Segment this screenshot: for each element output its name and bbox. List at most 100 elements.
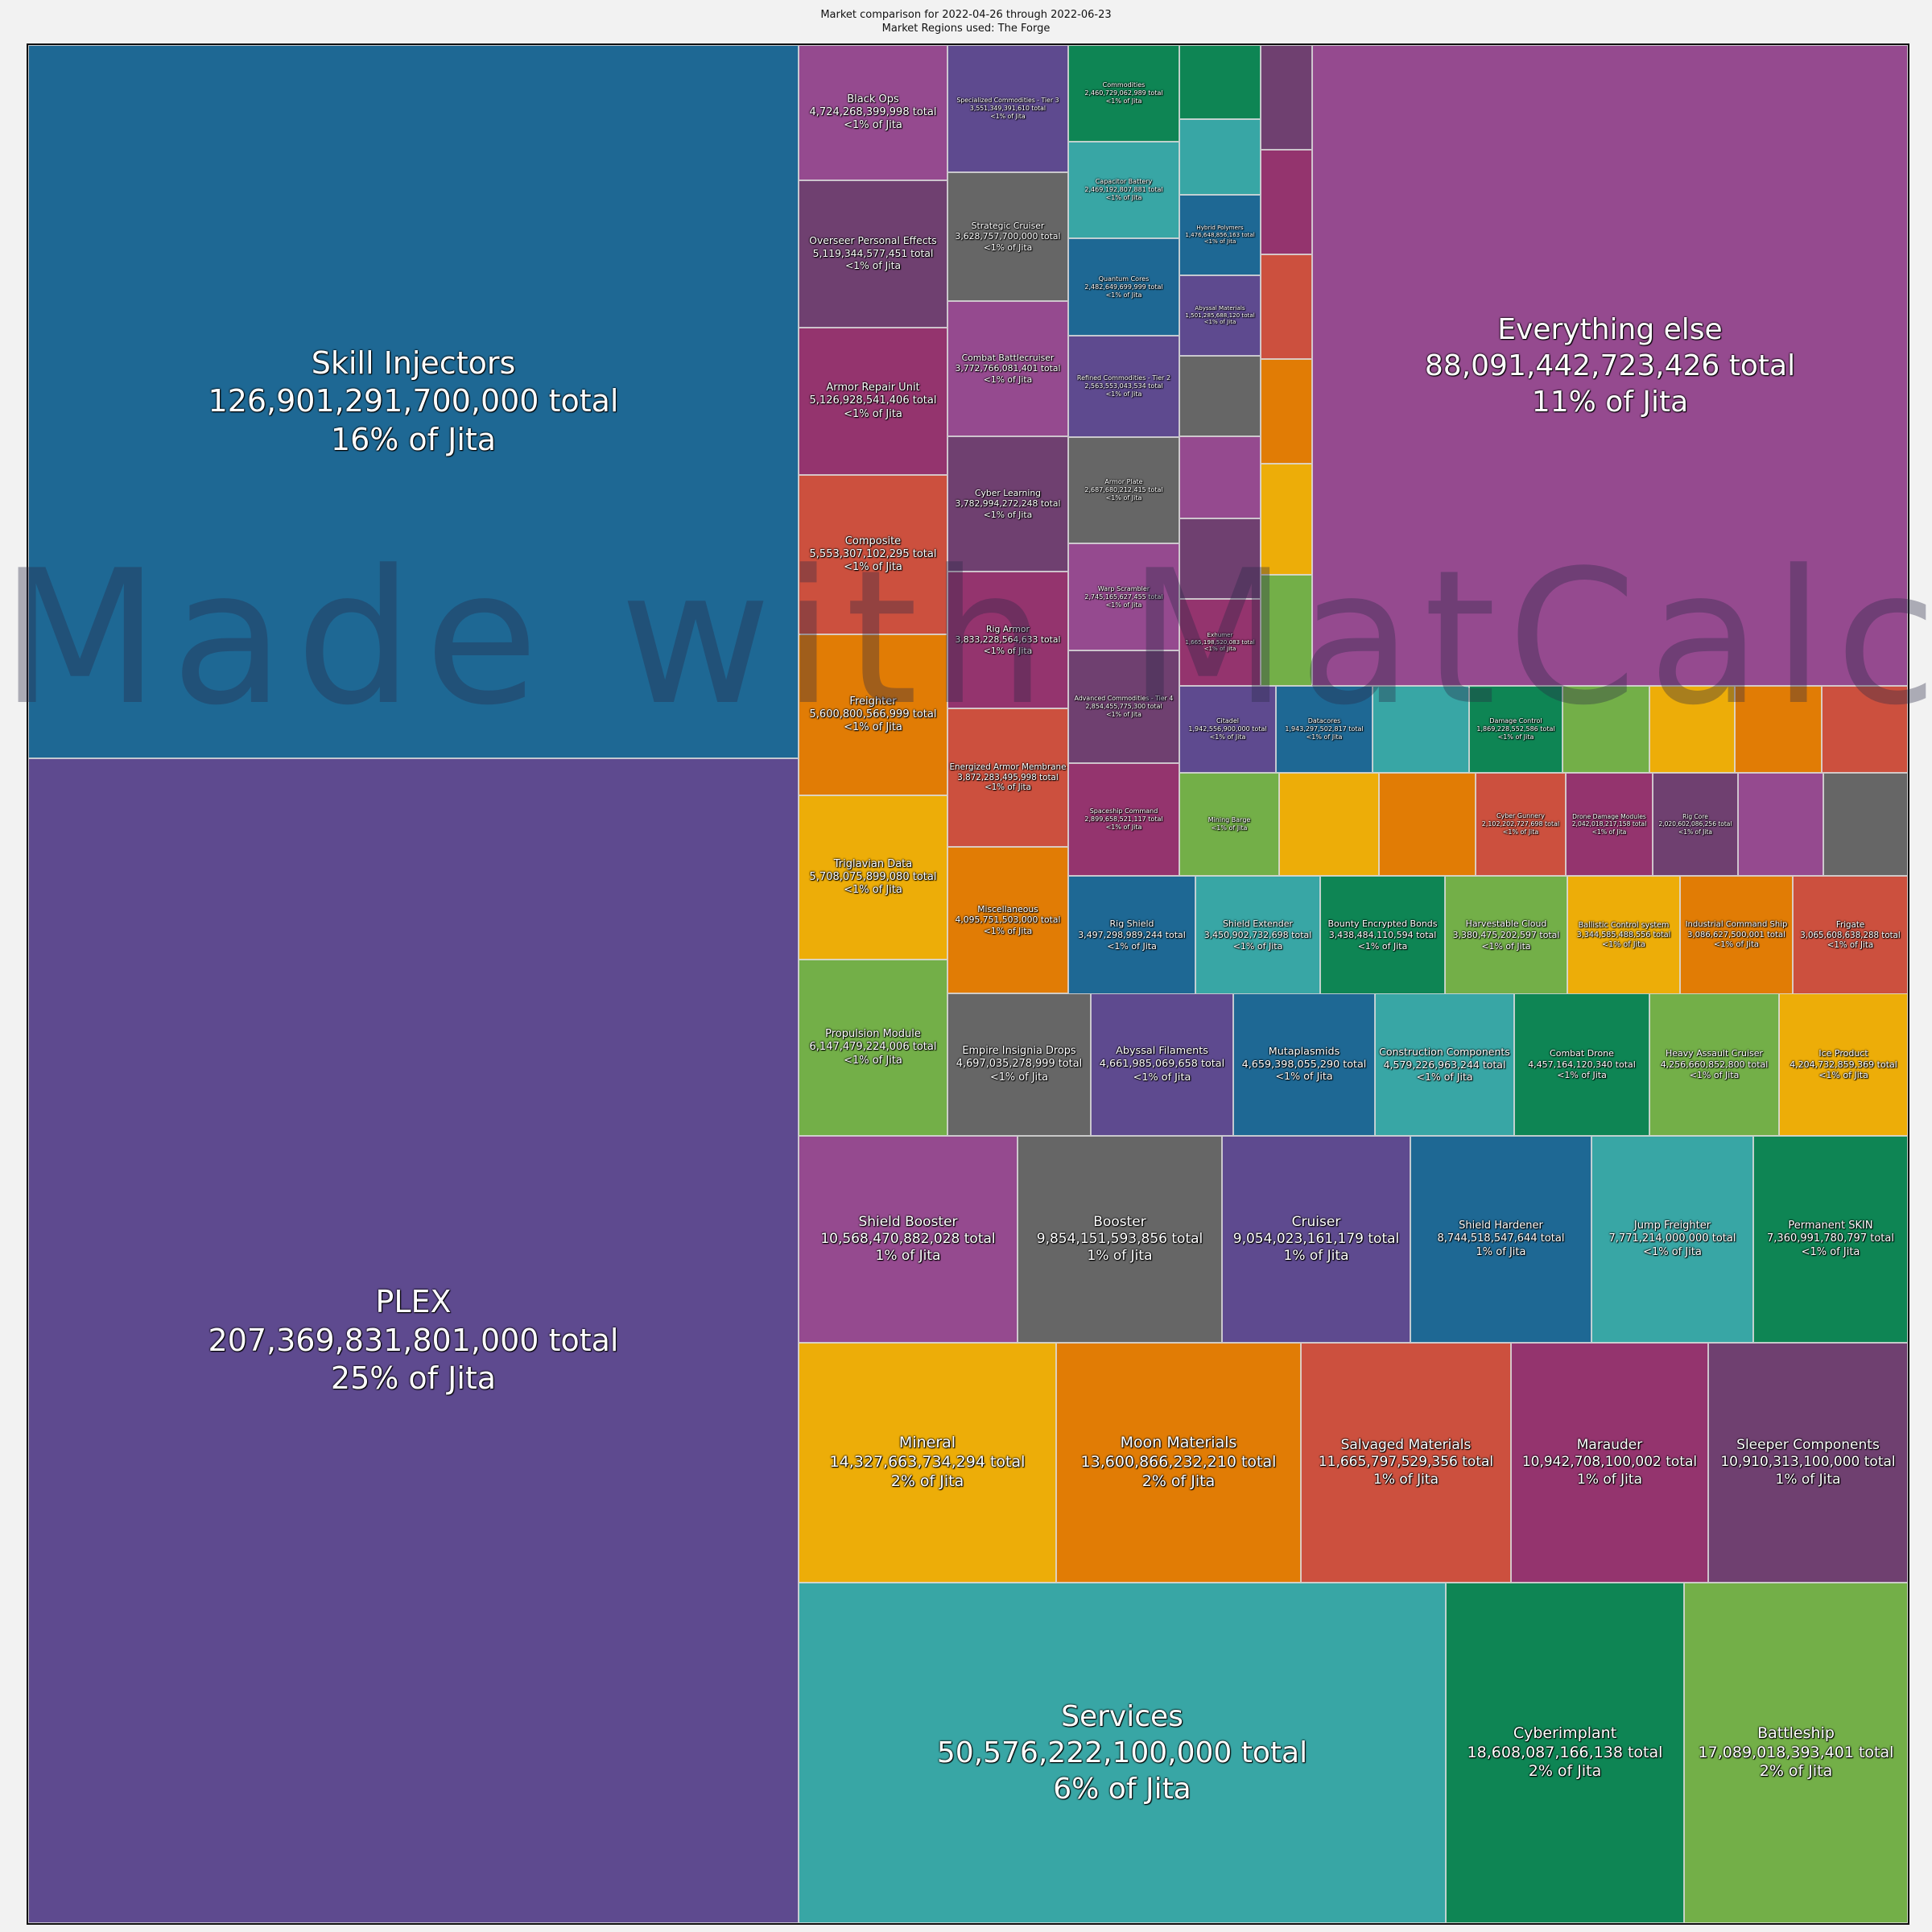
treemap-cell: Heavy Assault Cruiser 4,256,660,852,800 t… [1649, 993, 1779, 1136]
cell-share: <1% of Jita [1306, 733, 1343, 741]
cell-total: 88,091,442,723,426 total [1424, 349, 1796, 382]
treemap-cell: Permanent SKIN 7,360,991,780,797 total <1%… [1753, 1136, 1908, 1343]
treemap-cell-minor [1563, 686, 1649, 773]
treemap-cell-minor [1179, 436, 1261, 518]
cell-total: 3,628,757,700,000 total [955, 231, 1061, 242]
treemap-cell: Skill Injectors 126,901,291,700,000 total… [28, 45, 799, 758]
cell-total: 3,380,475,202,597 total [1452, 930, 1560, 941]
cell-share: <1% of Jita [1689, 1070, 1740, 1081]
cell-share: <1% of Jita [844, 119, 902, 132]
cell-name: Warp Scrambler [1097, 584, 1150, 592]
cell-name: Capacitor Battery [1095, 178, 1153, 185]
treemap-cell: Spaceship Command 2,899,658,521,117 total… [1068, 763, 1179, 876]
treemap-cell: Strategic Cruiser 3,628,757,700,000 total… [947, 172, 1068, 301]
treemap-cell-minor [1735, 686, 1822, 773]
treemap-cell-minor [1261, 150, 1312, 254]
cell-share: <1% of Jita [1416, 1071, 1473, 1084]
treemap-cell: Industrial Command Ship 3,086,627,500,001… [1680, 876, 1793, 995]
cell-name: Mining Barge [1208, 816, 1251, 824]
cell-share: <1% of Jita [1203, 237, 1236, 246]
cell-total: 4,659,398,055,290 total [1241, 1058, 1367, 1071]
treemap-cell-minor [1822, 686, 1908, 773]
cell-total: 1,943,297,502,817 total [1285, 725, 1364, 733]
treemap-cell: Exhumer 1,665,198,520,083 total <1% of Jit… [1179, 599, 1261, 686]
cell-share: 1% of Jita [1087, 1248, 1153, 1265]
cell-total: 4,697,035,278,999 total [956, 1058, 1083, 1071]
cell-share: <1% of Jita [1105, 194, 1142, 201]
cell-name: Combat Battlecruiser [961, 352, 1055, 363]
cell-name: Cyberimplant [1513, 1724, 1617, 1742]
cell-name: Sleeper Components [1736, 1437, 1880, 1454]
cell-total: 4,661,985,069,658 total [1099, 1058, 1225, 1071]
chart-header: Market comparison for 2022-04-26 through… [0, 8, 1932, 35]
cell-name: Mutaplasmids [1268, 1045, 1340, 1058]
cell-total: 207,369,831,801,000 total [208, 1322, 619, 1358]
treemap-cell-minor [1179, 518, 1261, 599]
cell-name: Abyssal Filaments [1116, 1045, 1208, 1058]
cell-name: Moon Materials [1120, 1434, 1237, 1452]
cell-name: Spaceship Command [1089, 807, 1158, 815]
treemap-cell: Capacitor Battery 2,469,192,807,881 total… [1068, 142, 1179, 238]
chart-title: Market comparison for 2022-04-26 through… [820, 9, 1112, 21]
cell-total: 2,482,649,699,999 total [1084, 283, 1163, 291]
treemap-cell: Abyssal Materials 1,501,285,688,120 total… [1179, 275, 1261, 356]
cell-share: <1% of Jita [844, 721, 902, 734]
cell-total: 2,854,455,775,300 total [1085, 703, 1162, 711]
cell-name: Commodities [1102, 81, 1146, 89]
treemap-cell: Rig Shield 3,497,298,989,244 total <1% of … [1068, 876, 1195, 995]
cell-total: 2,899,658,521,117 total [1084, 815, 1163, 823]
cell-total: 5,600,800,566,999 total [809, 708, 937, 720]
cell-name: Drone Damage Modules [1572, 812, 1646, 820]
cell-name: Cruiser [1291, 1213, 1341, 1230]
chart-subtitle: Market Regions used: The Forge [881, 23, 1051, 35]
cell-name: Exhumer [1207, 630, 1233, 638]
cell-share: <1% of Jita [1203, 318, 1236, 326]
cell-total: 5,119,344,577,451 total [812, 247, 934, 259]
cell-share: <1% of Jita [990, 112, 1026, 120]
treemap-cell: Mineral 14,327,663,734,294 total 2% of Jit… [799, 1343, 1056, 1583]
cell-share: <1% of Jita [1105, 291, 1142, 299]
cell-share: <1% of Jita [1211, 824, 1248, 832]
cell-name: Combat Drone [1550, 1047, 1614, 1059]
cell-share: <1% of Jita [983, 242, 1033, 253]
cell-total: 2,042,018,217,158 total [1571, 820, 1647, 828]
treemap-cell: Energized Armor Membrane 3,872,283,495,99… [947, 708, 1068, 847]
cell-name: Miscellaneous [977, 903, 1038, 914]
cell-share: <1% of Jita [1818, 1070, 1868, 1081]
treemap-cell-minor [1279, 773, 1379, 876]
treemap-cell: Cruiser 9,054,023,161,179 total 1% of Jita [1222, 1136, 1410, 1343]
cell-total: 4,579,226,963,244 total [1383, 1058, 1506, 1071]
cell-total: 7,771,214,000,000 total [1608, 1232, 1736, 1245]
treemap-cell: Sleeper Components 10,910,313,100,000 tot… [1708, 1343, 1908, 1583]
cell-name: Services [1061, 1700, 1183, 1733]
treemap-cell: Ballistic Control system 3,344,585,488,55… [1567, 876, 1680, 995]
cell-total: 1,942,556,900,000 total [1188, 725, 1267, 733]
cell-share: <1% of Jita [1232, 940, 1283, 952]
treemap-cell-minor [1738, 773, 1823, 876]
cell-share: <1% of Jita [1275, 1071, 1333, 1084]
cell-name: Marauder [1576, 1437, 1643, 1454]
treemap-cell: PLEX 207,369,831,801,000 total 25% of Jita [28, 758, 799, 1923]
cell-share: <1% of Jita [983, 645, 1033, 656]
treemap-cell: Battleship 17,089,018,393,401 total 2% of … [1684, 1583, 1908, 1923]
treemap-cell: Armor Plate 2,687,680,212,415 total <1% of… [1068, 437, 1179, 543]
cell-share: <1% of Jita [983, 925, 1033, 936]
cell-name: Advanced Commodities - Tier 4 [1074, 695, 1174, 703]
cell-total: 2,020,602,086,256 total [1658, 820, 1732, 828]
cell-share: <1% of Jita [1602, 940, 1645, 950]
cell-share: <1% of Jita [1105, 601, 1142, 609]
cell-share: <1% of Jita [1105, 824, 1142, 831]
cell-share: <1% of Jita [1713, 940, 1760, 950]
cell-total: 1,869,228,552,586 total [1476, 725, 1555, 733]
cell-name: Overseer Personal Effects [809, 235, 937, 247]
treemap-cell: Services 50,576,222,100,000 total 6% of Ji… [799, 1583, 1446, 1923]
treemap-cell: Shield Extender 3,450,902,732,698 total <1… [1195, 876, 1320, 995]
treemap-cell: Hybrid Polymers 1,476,648,856,163 total <1… [1179, 195, 1261, 275]
cell-name: Shield Extender [1222, 919, 1294, 930]
treemap-cell-minor [1261, 575, 1312, 686]
cell-total: 3,344,585,488,556 total [1576, 930, 1671, 939]
cell-name: Battleship [1757, 1724, 1835, 1742]
cell-share: 6% of Jita [1053, 1773, 1191, 1806]
cell-name: Hybrid Polymers [1196, 223, 1244, 231]
treemap-cell: Shield Booster 10,568,470,882,028 total 1%… [799, 1136, 1018, 1343]
